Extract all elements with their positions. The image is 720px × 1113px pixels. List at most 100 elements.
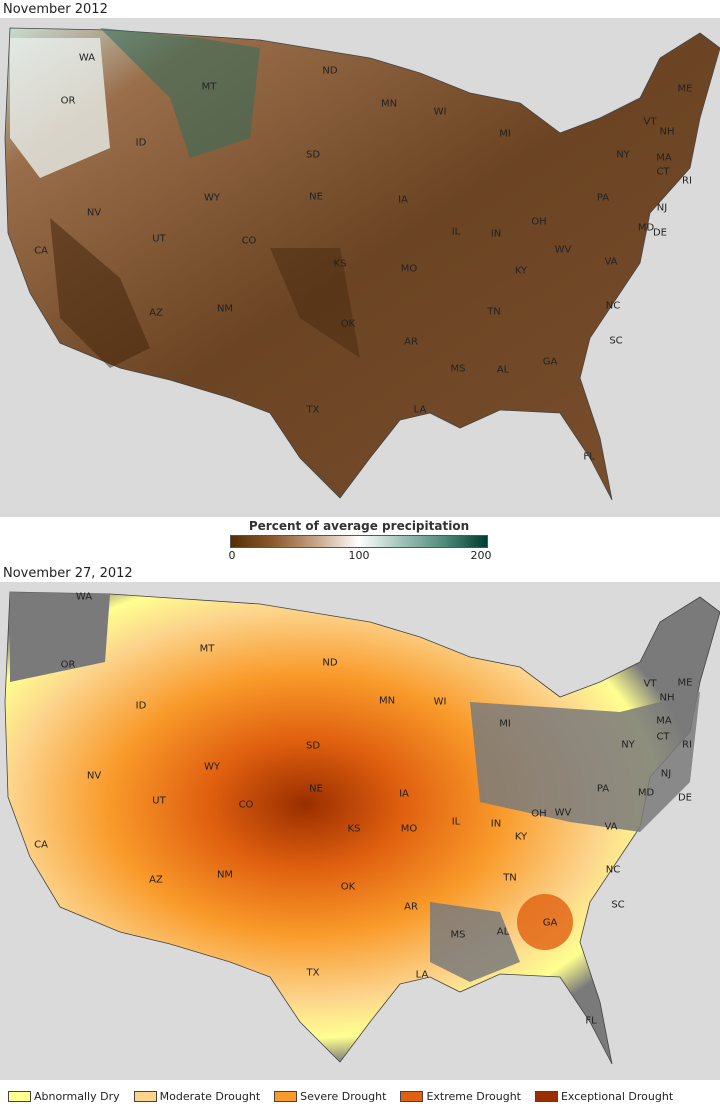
- state-label-ca: CA: [34, 245, 48, 257]
- state-label-la: LA: [415, 969, 429, 981]
- state-label-de: DE: [652, 227, 668, 239]
- state-label-mt: MT: [201, 81, 217, 93]
- state-label-ny: NY: [621, 739, 635, 751]
- state-label-ct: CT: [656, 731, 670, 743]
- state-label-il: IL: [451, 816, 461, 828]
- state-label-sc: SC: [609, 335, 623, 347]
- us-map-drought: [0, 582, 720, 1080]
- state-label-nh: NH: [659, 126, 675, 138]
- state-label-ms: MS: [450, 363, 466, 375]
- legend-item: Abnormally Dry: [8, 1090, 120, 1103]
- state-label-md: MD: [637, 787, 655, 799]
- state-label-oh: OH: [531, 808, 547, 820]
- state-label-nm: NM: [216, 869, 234, 881]
- state-label-mn: MN: [380, 98, 398, 110]
- state-label-me: ME: [677, 83, 693, 95]
- state-label-oh: OH: [531, 216, 547, 228]
- state-label-nv: NV: [86, 207, 102, 219]
- state-label-ia: IA: [398, 194, 408, 206]
- legend-swatch: [274, 1091, 298, 1102]
- state-label-sc: SC: [611, 899, 625, 911]
- state-label-wa: WA: [75, 591, 93, 603]
- state-label-al: AL: [496, 926, 510, 938]
- colorbar-tick-0: 0: [228, 549, 236, 562]
- state-label-ms: MS: [450, 929, 466, 941]
- legend-swatch: [133, 1091, 157, 1102]
- state-label-pa: PA: [596, 783, 610, 795]
- state-label-ut: UT: [152, 795, 166, 807]
- state-label-md: MD: [637, 222, 655, 234]
- state-label-fl: FL: [585, 1015, 597, 1027]
- state-label-ny: NY: [616, 149, 630, 161]
- state-label-de: DE: [677, 792, 693, 804]
- state-label-wi: WI: [433, 696, 447, 708]
- state-label-or: OR: [60, 659, 76, 671]
- state-label-nc: NC: [605, 864, 621, 876]
- state-label-wa: WA: [78, 52, 96, 64]
- legend-item: Extreme Drought: [400, 1090, 521, 1103]
- state-label-vt: VT: [643, 116, 657, 128]
- state-label-nm: NM: [216, 303, 234, 315]
- state-label-ut: UT: [152, 233, 166, 245]
- legend-label: Moderate Drought: [159, 1090, 261, 1103]
- state-label-in: IN: [490, 818, 502, 830]
- drought-legend: Abnormally Dry Moderate Drought Severe Dro…: [0, 1080, 720, 1113]
- state-label-ga: GA: [542, 356, 558, 368]
- colorbar-title: Percent of average precipitation: [248, 519, 470, 533]
- state-label-ks: KS: [333, 258, 347, 270]
- colorbar-tick-200: 200: [470, 549, 492, 562]
- state-label-me: ME: [677, 677, 693, 689]
- state-label-ok: OK: [340, 881, 356, 893]
- state-label-co: CO: [238, 799, 254, 811]
- legend-item: Severe Drought: [274, 1090, 386, 1103]
- legend-label: Severe Drought: [300, 1090, 387, 1103]
- state-label-ri: RI: [682, 175, 692, 187]
- legend-item: Exceptional Drought: [534, 1090, 674, 1103]
- state-label-tn: TN: [487, 306, 501, 318]
- state-label-ca: CA: [34, 839, 48, 851]
- state-label-tn: TN: [503, 872, 517, 884]
- legend-swatch: [534, 1091, 558, 1102]
- state-label-mi: MI: [499, 128, 511, 140]
- state-label-mi: MI: [499, 718, 511, 730]
- state-label-mt: MT: [199, 643, 215, 655]
- state-label-ct: CT: [656, 166, 670, 178]
- legend-label: Extreme Drought: [426, 1090, 521, 1103]
- state-label-nc: NC: [605, 300, 621, 312]
- state-label-ma: MA: [656, 715, 672, 727]
- state-label-fl: FL: [583, 451, 595, 463]
- state-label-ne: NE: [309, 191, 323, 203]
- state-label-pa: PA: [596, 192, 610, 204]
- colorbar-tick-100: 100: [348, 549, 370, 562]
- legend-swatch: [8, 1091, 31, 1102]
- state-label-ia: IA: [399, 788, 409, 800]
- state-label-ga: GA: [542, 917, 558, 929]
- state-label-ri: RI: [682, 739, 692, 751]
- state-label-wv: WV: [554, 244, 572, 256]
- state-label-wv: WV: [554, 807, 572, 819]
- drought-map: WA OR ID MT ND MN WI MI SD WY NV UT CO NE IA IL IN OH PA NY…: [0, 582, 720, 1080]
- state-label-sd: SD: [305, 740, 321, 752]
- state-label-nd: ND: [322, 65, 338, 77]
- state-label-mn: MN: [378, 695, 396, 707]
- legend-label: Exceptional Drought: [560, 1090, 674, 1103]
- legend-label: Abnormally Dry: [34, 1090, 120, 1103]
- state-label-al: AL: [496, 364, 510, 376]
- us-map-precip: [0, 18, 720, 517]
- bottom-map-title: November 27, 2012: [3, 566, 133, 581]
- state-label-az: AZ: [149, 307, 163, 319]
- state-label-id: ID: [135, 137, 147, 149]
- state-label-or: OR: [60, 95, 76, 107]
- legend-item: Moderate Drought: [133, 1090, 261, 1103]
- state-label-tx: TX: [306, 967, 320, 979]
- state-label-tx: TX: [306, 404, 320, 416]
- state-label-wi: WI: [433, 106, 447, 118]
- state-label-mo: MO: [400, 823, 418, 835]
- top-map-title: November 2012: [3, 2, 108, 17]
- colorbar: [230, 535, 488, 548]
- state-label-sd: SD: [305, 149, 321, 161]
- state-label-co: CO: [241, 235, 257, 247]
- state-label-il: IL: [451, 226, 461, 238]
- state-label-az: AZ: [149, 874, 163, 886]
- legend-swatch: [400, 1091, 424, 1102]
